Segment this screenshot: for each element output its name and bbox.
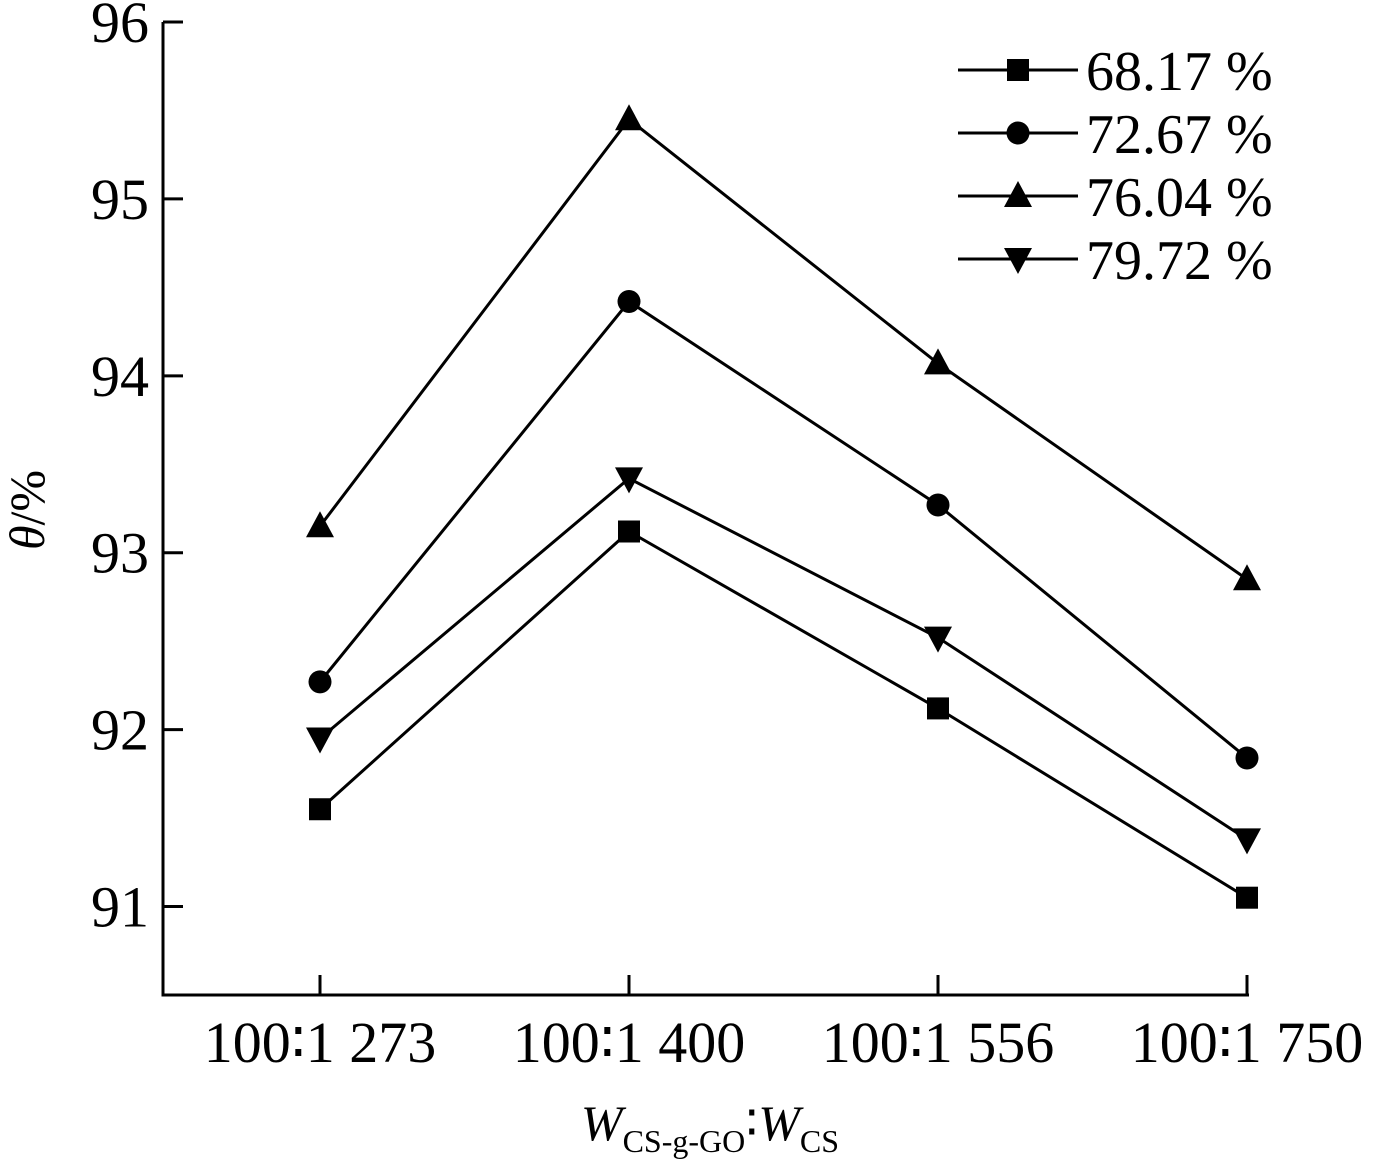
data-point-triangle-up (1233, 564, 1261, 591)
series-group (306, 104, 1261, 909)
data-point-triangle-down (615, 467, 643, 494)
y-tick-label: 93 (91, 521, 149, 586)
legend-label: 79.72 % (1086, 230, 1273, 292)
legend-marker-square (1007, 59, 1029, 81)
data-point-circle (308, 670, 332, 694)
series-line (318, 529, 1248, 899)
legend-marker-circle (1006, 121, 1030, 145)
x-axis-title: WCS-g-GO∶WCS (581, 1095, 839, 1159)
series-triangle-up (306, 104, 1261, 591)
series-line (318, 299, 1248, 760)
data-point-circle (926, 493, 950, 517)
legend-item: 68.17 % (958, 41, 1273, 103)
series-line (319, 476, 1248, 841)
series-square (309, 520, 1258, 909)
x-axis-separator: ∶ (745, 1095, 758, 1151)
data-point-square (927, 697, 949, 720)
series-circle (308, 290, 1259, 770)
y-axis-symbol: θ (0, 525, 55, 550)
data-point-circle (1235, 746, 1259, 770)
data-point-triangle-down (306, 727, 334, 754)
legend-marker-triangle-down (1004, 248, 1032, 274)
data-point-triangle-up (615, 104, 643, 131)
y-tick-label: 91 (91, 875, 149, 940)
data-point-triangle-up (306, 511, 334, 538)
y-axis-title: θ/% (0, 470, 55, 550)
x-tick-label: 100∶1 400 (513, 1010, 746, 1075)
y-axis-unit: /% (0, 470, 55, 526)
legend-item: 76.04 % (958, 167, 1273, 229)
data-point-triangle-down (1233, 828, 1261, 855)
x-tick-label: 100∶1 556 (822, 1010, 1055, 1075)
axes: 91 92 93 94 95 96 100∶1 273 100∶1 400 100∶1 556 1… (91, 0, 1363, 1075)
y-tick-label: 96 (91, 0, 149, 55)
data-point-triangle-down (924, 626, 952, 653)
x-axis-main-1: W (581, 1095, 627, 1151)
legend-item: 79.72 % (958, 230, 1273, 292)
x-tick-label: 100∶1 750 (1131, 1010, 1364, 1075)
data-point-square (1236, 886, 1258, 909)
data-point-square (618, 520, 640, 543)
data-point-circle (617, 290, 641, 314)
x-axis-main-2: W (758, 1095, 804, 1151)
x-axis-sub-2: CS (800, 1123, 839, 1159)
legend-label: 76.04 % (1086, 167, 1273, 229)
axis-titles: θ/% WCS-g-GO∶WCS (0, 470, 839, 1159)
legend-marker-triangle-up (1004, 181, 1032, 207)
data-point-square (309, 798, 331, 821)
y-tick-label: 94 (91, 344, 149, 409)
y-tick-label: 92 (91, 698, 149, 763)
x-tick-label: 100∶1 273 (204, 1010, 437, 1075)
series-triangle-down (306, 467, 1261, 855)
legend-label: 68.17 % (1086, 41, 1273, 103)
legend-label: 72.67 % (1086, 104, 1273, 166)
data-point-triangle-up (924, 348, 952, 375)
legend: 68.17 %72.67 %76.04 %79.72 % (958, 41, 1273, 292)
legend-item: 72.67 % (958, 104, 1273, 166)
x-axis-sub-1: CS-g-GO (623, 1123, 746, 1159)
series-line (318, 117, 1248, 581)
y-tick-label: 95 (91, 167, 149, 232)
